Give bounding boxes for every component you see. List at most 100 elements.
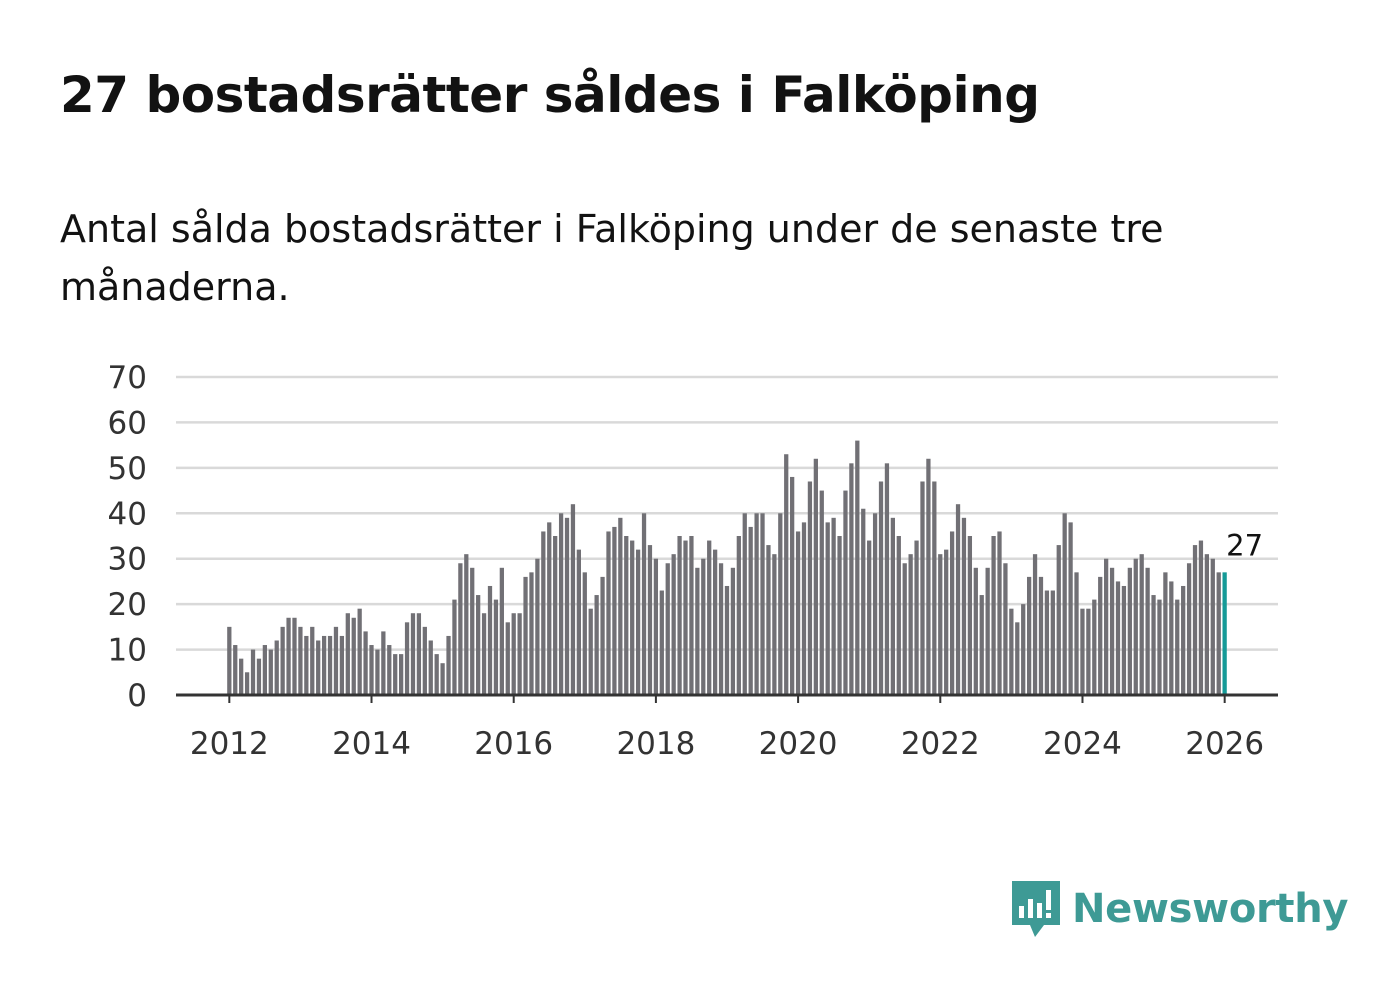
bar — [801, 522, 807, 695]
bar — [1181, 585, 1186, 695]
bar — [357, 608, 362, 695]
y-tick-label: 0 — [127, 678, 147, 714]
bar — [363, 631, 368, 695]
bar — [677, 536, 682, 695]
bar — [825, 522, 830, 695]
newsworthy-logo: Newsworthy — [1010, 878, 1349, 940]
bar — [606, 531, 611, 695]
bar — [630, 540, 635, 695]
bar — [1192, 545, 1198, 695]
bar — [766, 545, 771, 695]
bar — [665, 563, 670, 695]
bar — [718, 563, 724, 695]
bar — [1074, 572, 1079, 695]
bar — [487, 585, 493, 695]
bar — [695, 567, 700, 695]
bar — [1038, 576, 1044, 695]
bar — [416, 613, 422, 695]
bar — [1003, 563, 1008, 695]
bar — [351, 617, 356, 695]
bar — [553, 536, 558, 695]
bar — [878, 481, 884, 695]
bar — [292, 617, 297, 695]
bar — [1127, 567, 1132, 695]
bar — [582, 572, 587, 695]
bar — [837, 536, 842, 695]
bar — [991, 536, 996, 695]
bar — [345, 613, 350, 695]
axes: 0 10 20 30 40 50 60 70 2012 2014 2016 2018 2020 2022 2… — [108, 360, 1278, 762]
bar — [481, 613, 487, 695]
bar — [227, 626, 232, 695]
bar — [387, 645, 392, 695]
bar — [872, 513, 878, 695]
bar — [949, 531, 955, 695]
bar — [1115, 581, 1121, 695]
bar — [920, 481, 925, 695]
bar — [955, 504, 961, 695]
bar — [256, 658, 262, 695]
bar — [1109, 567, 1115, 695]
bar — [849, 463, 854, 695]
y-tick-label: 50 — [108, 451, 147, 487]
bars — [227, 440, 1227, 695]
bar — [961, 517, 967, 695]
bar — [979, 595, 984, 695]
bar — [239, 658, 244, 695]
bar — [855, 440, 860, 695]
latest-value-label: 27 — [1226, 528, 1263, 562]
bar — [902, 563, 907, 695]
bar — [701, 558, 706, 695]
bar — [1062, 513, 1067, 695]
x-tick-label: 2020 — [759, 726, 838, 762]
bar — [499, 567, 504, 695]
chart-subtitle: Antal sålda bostadsrätter i Falköping un… — [60, 207, 1164, 309]
bar — [641, 513, 647, 695]
bar — [286, 617, 291, 695]
bar — [404, 622, 410, 695]
bar — [339, 635, 345, 695]
bar — [1157, 599, 1162, 695]
bar — [250, 649, 256, 695]
x-tick-label: 2016 — [474, 726, 553, 762]
bar — [1216, 572, 1221, 695]
bar — [1186, 563, 1192, 695]
bar — [233, 645, 238, 695]
bar — [730, 567, 736, 695]
bar — [505, 622, 510, 695]
bar — [280, 626, 285, 695]
bar — [689, 536, 694, 695]
bar — [896, 536, 901, 695]
x-tick-label: 2018 — [616, 726, 695, 762]
bar — [1210, 558, 1215, 695]
bar — [428, 640, 433, 695]
bar — [310, 626, 315, 695]
bar — [564, 517, 570, 695]
bar — [511, 613, 516, 695]
bar — [736, 536, 741, 695]
bar — [1056, 545, 1061, 695]
bar — [813, 458, 818, 695]
bar — [861, 508, 866, 695]
bar — [932, 481, 937, 695]
y-tick-label: 10 — [108, 633, 147, 669]
bar — [754, 513, 759, 695]
bar — [600, 576, 605, 695]
bar — [576, 549, 582, 695]
bar — [316, 640, 321, 695]
x-tick-label: 2022 — [901, 726, 980, 762]
bar — [369, 645, 374, 695]
bar — [1021, 604, 1026, 695]
bar — [464, 554, 469, 695]
bar — [333, 626, 339, 695]
brand-name: Newsworthy — [1072, 886, 1349, 932]
y-tick-label: 40 — [108, 496, 147, 532]
bar — [535, 558, 540, 695]
chart-bubble-icon — [1012, 881, 1060, 937]
bar — [298, 626, 303, 695]
bar — [493, 599, 499, 695]
bar — [807, 481, 813, 695]
bar — [819, 490, 824, 695]
bar — [1009, 608, 1014, 695]
bar — [967, 536, 973, 695]
